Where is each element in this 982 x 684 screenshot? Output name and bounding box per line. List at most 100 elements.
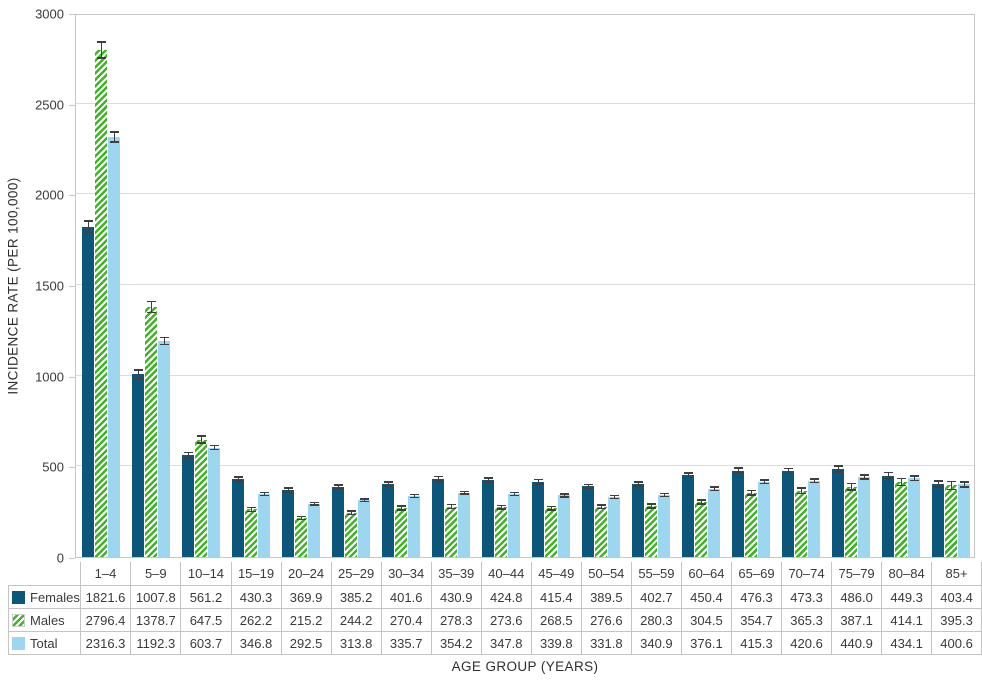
age-group-label-10–14: 10–14: [180, 562, 232, 586]
value-cell-males-60–64: 304.5: [680, 608, 732, 632]
error-bar-males-55–59: [650, 504, 652, 509]
value-cell-females-5–9: 1007.8: [130, 585, 182, 609]
value-cell-total-55–59: 340.9: [630, 631, 682, 655]
bar-males-50–54: [595, 506, 607, 557]
error-bar-total-45–49: [563, 493, 565, 497]
error-bar-total-80–84: [913, 475, 915, 481]
value-cell-males-85+: 395.3: [931, 608, 982, 632]
value-cell-females-80–84: 449.3: [881, 585, 933, 609]
bar-females-15–19: [232, 478, 244, 557]
error-bar-cap-low-males-30–34: [396, 509, 406, 511]
error-bar-cap-low-males-35–39: [446, 507, 456, 510]
error-bar-cap-low-total-40–44: [509, 494, 519, 497]
gridline-1000: [76, 374, 974, 376]
error-bar-cap-low-total-50–54: [609, 497, 619, 500]
error-bar-cap-high-females-85+: [933, 480, 943, 482]
error-bar-cap-high-females-20–24: [283, 487, 293, 489]
error-bar-cap-high-total-1–4: [109, 131, 119, 133]
error-bar-females-15–19: [237, 476, 239, 482]
error-bar-cap-high-males-25–29: [346, 510, 356, 512]
value-cell-females-25–29: 385.2: [330, 585, 382, 609]
table-header-row: 1–4 5–9 10–14 15–19 20–24 25–29 30–34 35–39 40–4…: [9, 562, 982, 586]
error-bar-males-50–54: [600, 505, 602, 509]
age-group-label-30–34: 30–34: [380, 562, 432, 586]
error-bar-cap-high-males-5–9: [146, 300, 156, 303]
error-bar-females-1–4: [87, 220, 89, 233]
bar-total-35–39: [458, 492, 470, 557]
bar-total-1–4: [108, 136, 120, 557]
legend-cell-males: Males: [8, 608, 81, 632]
age-group-label-45–49: 45–49: [530, 562, 582, 586]
error-bar-cap-low-females-35–39: [433, 480, 443, 482]
value-cell-total-25–29: 313.8: [330, 631, 382, 655]
value-cell-total-15–19: 346.8: [230, 631, 282, 655]
error-bar-cap-high-total-75–79: [859, 474, 869, 476]
error-bar-cap-low-males-5–9: [146, 311, 156, 314]
error-bar-cap-high-total-55–59: [659, 492, 669, 495]
legend-label-males: Males: [30, 612, 65, 628]
bar-males-85+: [945, 485, 957, 557]
bar-males-25–29: [345, 512, 357, 557]
age-group-label-20–24: 20–24: [280, 562, 332, 586]
error-bar-cap-low-males-80–84: [896, 484, 906, 487]
plot-area: [75, 14, 975, 558]
error-bar-total-20–24: [313, 502, 315, 506]
error-bar-cap-high-total-80–84: [909, 475, 919, 477]
bar-males-80–84: [895, 481, 907, 557]
value-cell-total-70–74: 420.6: [781, 631, 833, 655]
value-cell-females-20–24: 369.9: [280, 585, 332, 609]
value-cell-males-15–19: 262.2: [230, 608, 282, 632]
value-cell-males-65–69: 354.7: [730, 608, 783, 632]
error-bar-cap-high-total-25–29: [359, 498, 369, 500]
value-cell-females-85+: 403.4: [931, 585, 982, 609]
error-bar-males-80–84: [900, 478, 902, 486]
bar-females-75–79: [832, 468, 844, 557]
error-bar-cap-high-males-80–84: [896, 477, 906, 480]
error-bar-cap-high-females-80–84: [883, 471, 893, 474]
error-bar-cap-low-females-20–24: [283, 491, 293, 493]
error-bar-males-5–9: [150, 301, 152, 313]
error-bar-cap-low-total-45–49: [559, 496, 569, 498]
error-bar-cap-low-females-50–54: [583, 487, 593, 490]
bar-males-35–39: [445, 506, 457, 557]
error-bar-cap-high-total-10–14: [209, 444, 219, 447]
bar-total-20–24: [308, 503, 320, 557]
age-group-label-65–69: 65–69: [730, 562, 783, 586]
bar-males-20–24: [295, 517, 307, 557]
bar-males-45–49: [545, 508, 557, 557]
y-tick-mark-500: [69, 467, 75, 469]
error-bar-females-50–54: [587, 484, 589, 489]
error-bar-cap-low-total-60–64: [709, 489, 719, 492]
error-bar-cap-low-males-25–29: [346, 513, 356, 516]
value-cell-total-80–84: 434.1: [881, 631, 933, 655]
error-bar-cap-low-females-30–34: [383, 485, 393, 487]
age-group-label-15–19: 15–19: [230, 562, 282, 586]
legend-cell-total: Total: [8, 631, 81, 655]
error-bar-cap-low-females-45–49: [533, 483, 543, 485]
error-bar-total-1–4: [113, 132, 115, 142]
bar-females-85+: [932, 483, 944, 557]
error-bar-cap-low-males-45–49: [546, 509, 556, 511]
value-cell-males-10–14: 647.5: [180, 608, 232, 632]
error-bar-cap-high-males-35–39: [446, 503, 456, 506]
value-cell-total-75–79: 440.9: [831, 631, 883, 655]
age-group-label-75–79: 75–79: [831, 562, 883, 586]
bar-total-40–44: [508, 493, 520, 557]
bar-total-5–9: [158, 340, 170, 557]
value-cell-males-30–34: 270.4: [380, 608, 432, 632]
error-bar-cap-high-total-50–54: [609, 494, 619, 497]
error-bar-cap-high-total-40–44: [509, 491, 519, 494]
error-bar-males-85+: [950, 481, 952, 490]
value-cell-total-10–14: 603.7: [180, 631, 232, 655]
error-bar-total-75–79: [863, 474, 865, 480]
error-bar-cap-high-males-20–24: [296, 515, 306, 518]
bar-males-75–79: [845, 486, 857, 557]
error-bar-cap-high-females-50–54: [583, 483, 593, 486]
bar-total-45–49: [558, 495, 570, 557]
bar-males-40–44: [495, 507, 507, 557]
value-cell-males-70–74: 365.3: [781, 608, 833, 632]
error-bar-females-85+: [937, 480, 939, 487]
bar-total-25–29: [358, 500, 370, 557]
error-bar-cap-high-females-45–49: [533, 478, 543, 481]
bar-males-30–34: [395, 507, 407, 557]
